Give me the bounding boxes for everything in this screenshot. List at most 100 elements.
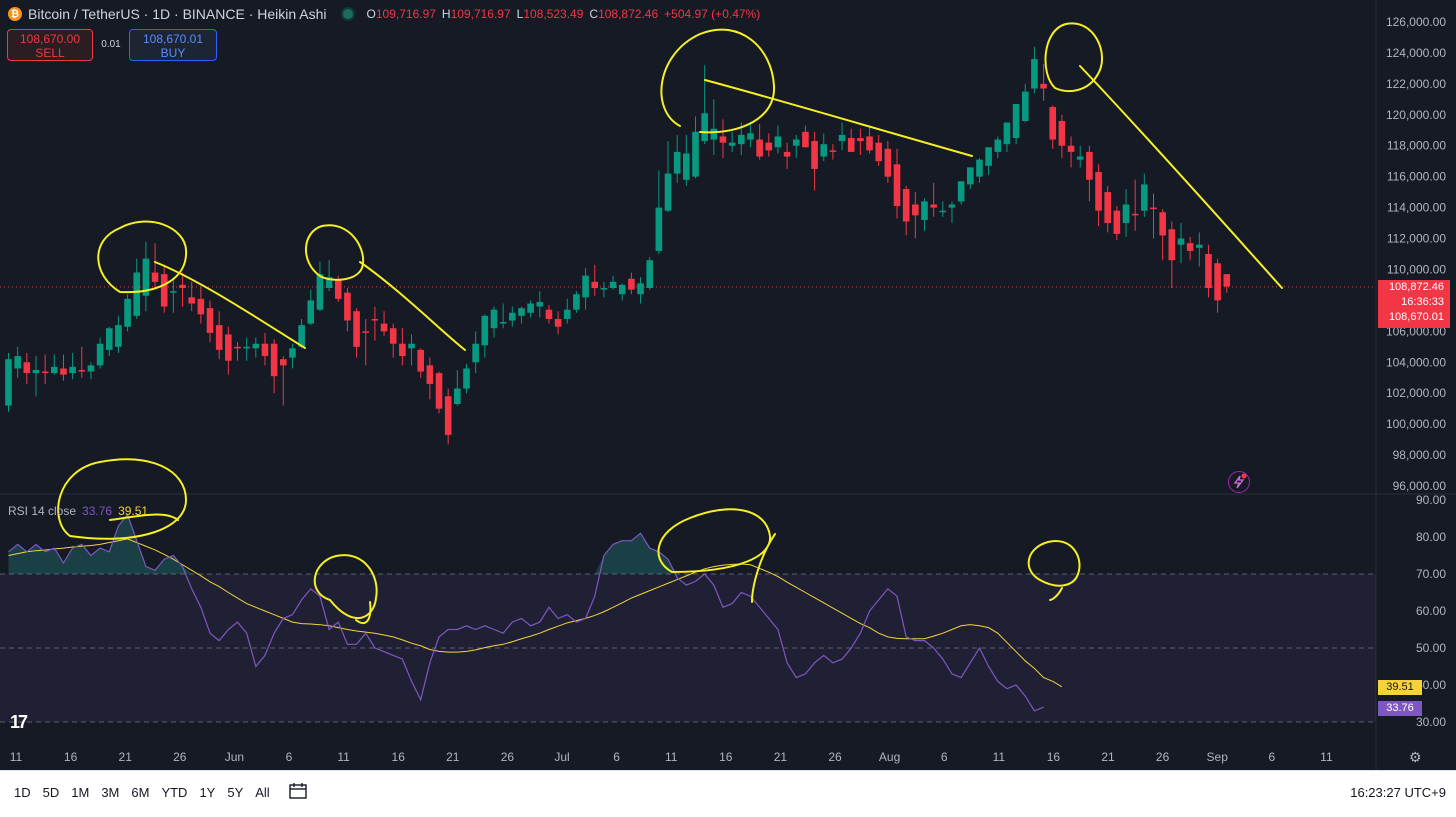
candle-body xyxy=(142,258,150,296)
symbol-title[interactable]: Bitcoin / TetherUS · 1D · BINANCE · Heik… xyxy=(28,6,327,22)
candle xyxy=(646,257,653,290)
market-status-icon[interactable] xyxy=(340,7,355,21)
candle-body xyxy=(399,343,406,357)
candle xyxy=(151,243,159,289)
date-tick-label: 11 xyxy=(10,750,23,764)
date-tick-label: 11 xyxy=(993,750,1006,764)
tradingview-logo-icon[interactable]: 17 xyxy=(10,712,28,732)
candle-body xyxy=(618,284,626,295)
candle xyxy=(60,354,67,381)
candle xyxy=(655,170,663,254)
period-1d[interactable]: 1D xyxy=(14,785,31,800)
candle xyxy=(628,272,635,295)
annotation-rsi-circle-2 xyxy=(313,554,378,625)
candle-body xyxy=(893,164,901,207)
candle xyxy=(518,306,525,324)
candle-body xyxy=(133,272,141,316)
annotation-circle-4 xyxy=(1044,22,1283,289)
candle-body xyxy=(921,201,928,220)
candle xyxy=(32,356,40,397)
period-all[interactable]: All xyxy=(255,785,270,800)
candle-body xyxy=(1122,204,1130,224)
rsi-tick-label: 50.00 xyxy=(1416,641,1446,655)
candle xyxy=(582,267,589,310)
candle xyxy=(243,337,250,361)
candle-body xyxy=(756,139,763,157)
buy-button[interactable]: 108,670.01 BUY xyxy=(129,29,217,61)
candle xyxy=(499,303,507,329)
candle-body xyxy=(1003,122,1011,145)
period-5y[interactable]: 5Y xyxy=(227,785,244,800)
date-tick-label: 6 xyxy=(286,750,293,764)
date-tick-label: 11 xyxy=(665,750,678,764)
candle xyxy=(637,277,644,304)
candle xyxy=(1040,63,1047,101)
candle-body xyxy=(472,343,479,363)
utc-clock[interactable]: 16:23:27 UTC+9 xyxy=(1350,785,1446,800)
price-tick-label: 120,000.00 xyxy=(1386,108,1446,122)
candle-body xyxy=(463,368,470,389)
rsi-tick-label: 60.00 xyxy=(1416,604,1446,618)
candle xyxy=(380,311,388,336)
candle xyxy=(747,124,754,148)
candle-body xyxy=(60,368,67,375)
candle xyxy=(234,342,241,361)
bar-countdown: 16:36:33 xyxy=(1401,296,1444,308)
candle xyxy=(170,278,177,313)
candle-body xyxy=(426,365,434,384)
candle xyxy=(930,182,937,217)
candle-body xyxy=(87,365,95,372)
candle-body xyxy=(683,153,690,180)
calendar-range-icon[interactable] xyxy=(288,781,308,801)
candle xyxy=(921,198,928,231)
candle-body xyxy=(710,128,718,140)
period-6m[interactable]: 6M xyxy=(131,785,150,800)
candle-body xyxy=(1159,212,1166,236)
candle xyxy=(783,142,791,169)
sell-label: SELL xyxy=(35,46,65,60)
candle-body xyxy=(637,283,644,295)
candle-body xyxy=(188,297,195,304)
candle xyxy=(710,99,718,156)
candle xyxy=(325,260,333,292)
candle xyxy=(912,192,919,239)
candle xyxy=(756,124,763,160)
period-ytd[interactable]: YTD xyxy=(161,785,188,800)
period-1m[interactable]: 1M xyxy=(71,785,90,800)
candle-body xyxy=(902,189,910,222)
period-1y[interactable]: 1Y xyxy=(199,785,216,800)
candle xyxy=(490,306,498,338)
candle xyxy=(563,298,571,324)
candle-body xyxy=(307,300,315,324)
annotation-circle-3 xyxy=(660,28,973,157)
candle-body xyxy=(206,308,214,333)
sell-button[interactable]: 108,670.00 SELL xyxy=(7,29,93,61)
ohlc-low: L108,523.49 xyxy=(516,7,584,21)
date-tick-label: 26 xyxy=(1156,750,1170,764)
rsi-overbought-fill xyxy=(8,514,1044,574)
settings-gear-icon[interactable]: ⚙ xyxy=(1409,749,1422,765)
candle-body xyxy=(417,349,424,372)
period-5d[interactable]: 5D xyxy=(42,785,60,800)
date-tick-label: 26 xyxy=(173,750,187,764)
chart-area[interactable]: 96,000.00 98,000.00 100,000.00 102,000.00 10… xyxy=(0,0,1456,770)
candle-body xyxy=(655,207,663,251)
candle xyxy=(389,323,397,358)
candle-body xyxy=(1058,120,1066,146)
rsi-legend[interactable]: RSI 14 close 33.76 39.51 xyxy=(8,504,148,518)
candle xyxy=(811,131,818,191)
candle-body xyxy=(225,334,232,361)
bottom-toolbar: 1D 5D 1M 3M 6M YTD 1Y 5Y All 16:23:27 UTC+9 xyxy=(0,770,1456,817)
period-3m[interactable]: 3M xyxy=(101,785,120,800)
candle xyxy=(1214,258,1221,313)
candle-body xyxy=(1131,213,1139,216)
candle xyxy=(792,134,800,159)
candle-body xyxy=(1095,172,1102,211)
lightning-alert-icon[interactable] xyxy=(1228,471,1250,493)
candle-body xyxy=(976,159,983,177)
ohlc-high: H109,716.97 xyxy=(441,7,511,21)
period-selector: 1D 5D 1M 3M 6M YTD 1Y 5Y All xyxy=(8,783,276,802)
date-tick-label: Aug xyxy=(879,750,900,764)
candle xyxy=(1031,46,1038,94)
price-tick-label: 110,000.00 xyxy=(1387,262,1446,276)
